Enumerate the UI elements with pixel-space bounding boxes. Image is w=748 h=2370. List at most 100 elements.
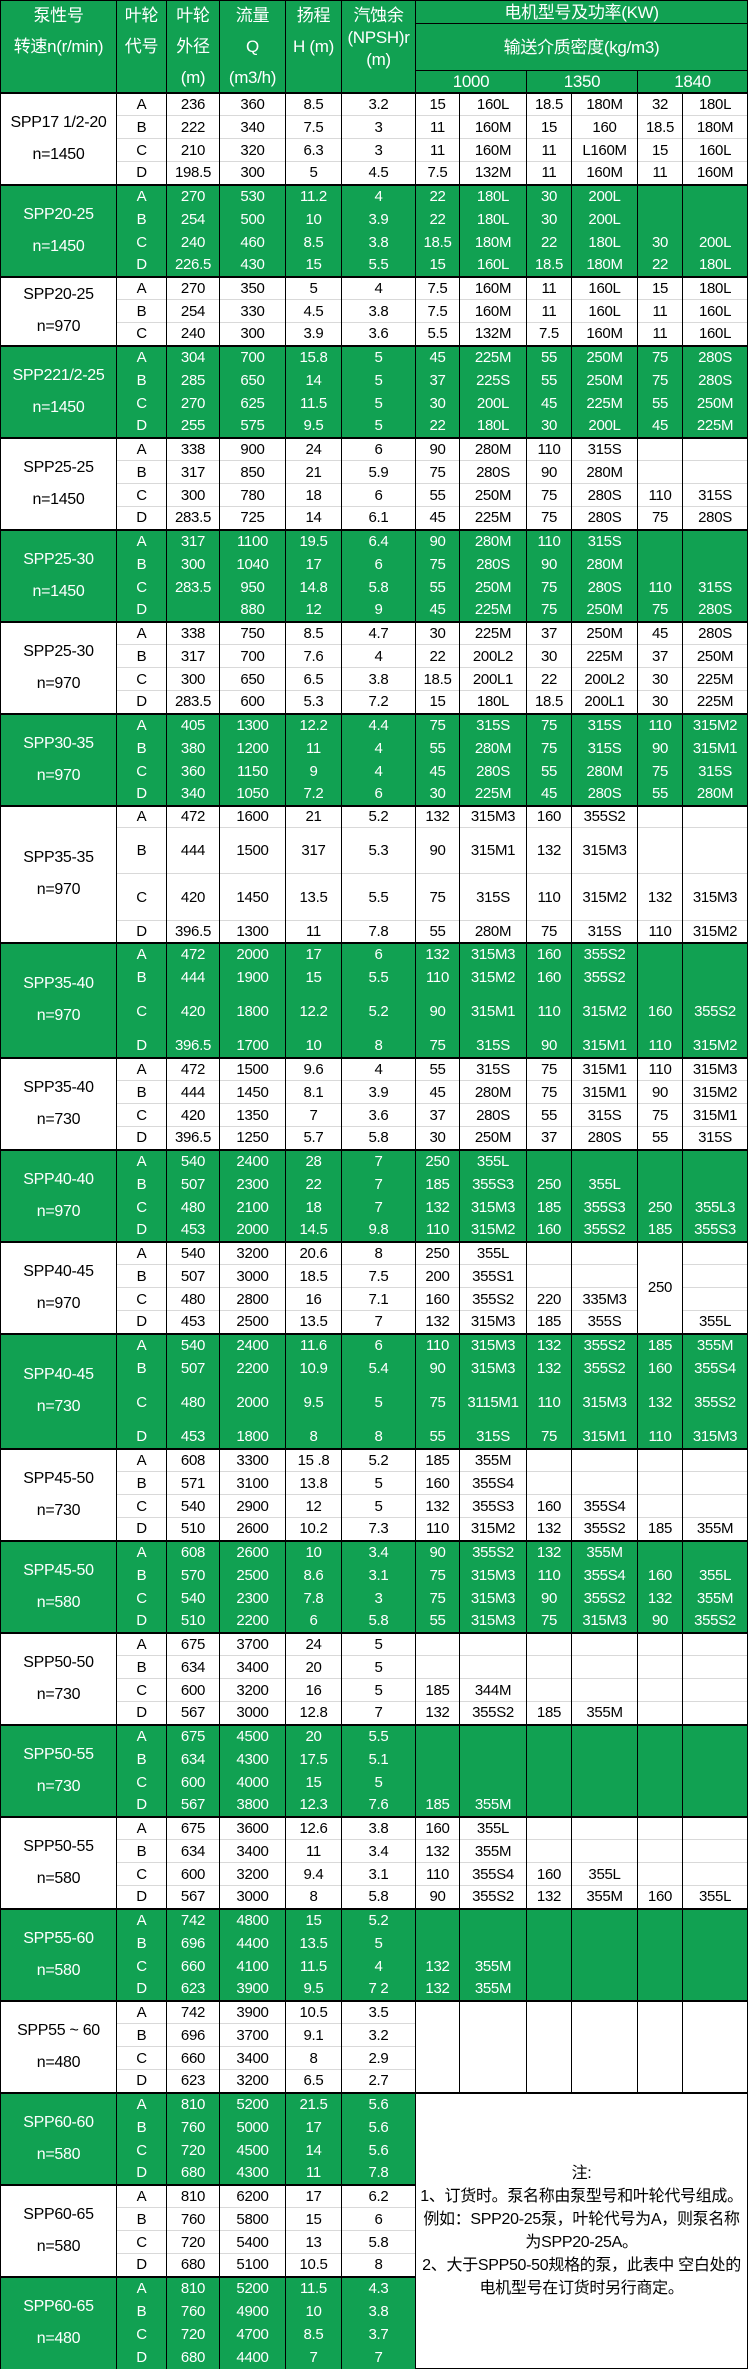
motor-1000-cell: 160M	[459, 115, 527, 139]
impeller-code-cell: B	[116, 1080, 167, 1104]
impeller-code-cell: D	[116, 2069, 167, 2093]
flow-cell: 2000	[219, 1218, 286, 1242]
power-1350-cell: 18.5	[526, 253, 572, 277]
table-row: D 198.5 300 5 4.5 7.5 132M 11 160M 11 160M	[1, 161, 748, 185]
impeller-code-cell: C	[116, 1103, 167, 1127]
table-row: SPP221/2-25 n=1450 A 304 700 15.8 5 45 225M 55 250…	[0, 344, 748, 438]
motor-1350-cell: 315M3	[571, 1379, 638, 1426]
motor-1350-cell: 160L	[571, 275, 638, 300]
power-1000-cell: 37	[415, 1103, 460, 1127]
motor-1000-cell: 315M2	[459, 1218, 527, 1242]
head-cell: 13	[285, 2230, 342, 2254]
power-1000-cell: 55	[415, 1056, 460, 1081]
flow-cell: 5000	[219, 2115, 286, 2139]
table-row: D 283.5 725 14 6.1 45 225M 75 280S 75 280S	[1, 506, 748, 530]
motor-1350-cell: 315M2	[571, 873, 638, 921]
impeller-code-cell: D	[116, 1977, 167, 2001]
impeller-diameter-cell: 444	[166, 827, 220, 874]
impeller-code-cell: C	[116, 391, 167, 415]
power-1000-cell: 75	[415, 1034, 460, 1058]
table-row: C 600 3200 9.4 3.1 110 355S4 160 355L	[1, 1862, 748, 1886]
power-1840-cell	[637, 1954, 683, 1978]
power-1000-cell: 75	[415, 1586, 460, 1610]
power-1000-cell: 55	[415, 483, 460, 507]
power-1350-cell: 30	[526, 414, 572, 438]
motor-1840-cell: 355L	[681, 1885, 748, 1909]
motor-1000-cell: 180M	[459, 230, 527, 254]
head-cell: 8.5	[285, 91, 342, 116]
power-1000-cell: 110	[415, 1862, 460, 1886]
motor-1000-cell: 355S4	[459, 1862, 527, 1886]
power-1840-cell	[637, 1471, 683, 1495]
motor-1840-cell	[681, 436, 748, 461]
impeller-diameter-cell: 675	[166, 1631, 220, 1656]
table-row: D 226.5 430 15 5.5 15 160L 18.5 180M 22 180L	[1, 253, 748, 277]
impeller-code-cell: A	[116, 1148, 167, 1173]
motor-1350-cell: 355L	[571, 1862, 638, 1886]
motor-1350-cell	[571, 1999, 638, 2093]
head-cell: 9.4	[285, 1862, 342, 1886]
table-header: 泵性号 转速n(r/min) 叶轮 代号 叶轮 外径 (m) 流量 Q (m3/h) 扬程 H…	[0, 0, 748, 93]
flow-cell: 5200	[219, 2091, 286, 2116]
npsh-cell: 5.1	[341, 1747, 416, 1771]
motor-1840-cell: 280S	[681, 506, 748, 530]
power-1350-cell: 75	[526, 712, 572, 737]
power-1350-cell	[526, 1148, 572, 1173]
power-1840-cell: 110	[637, 1425, 683, 1449]
impeller-code-cell: A	[116, 1332, 167, 1357]
pump-model-name: SPP60-65	[23, 2298, 94, 2315]
motor-1840-cell: 225M	[681, 414, 748, 438]
pump-model-cell: SPP20-25 n=970	[0, 275, 117, 346]
power-1840-cell	[637, 941, 683, 966]
motor-1000-cell: 3115M1	[459, 1379, 527, 1426]
table-row: C 600 4000 15 5	[1, 1770, 748, 1794]
head-cell: 10	[285, 207, 342, 231]
power-1840-cell	[637, 827, 683, 874]
flow-cell: 2500	[219, 1310, 286, 1334]
flow-cell: 2000	[219, 941, 286, 966]
npsh-cell: 5.8	[341, 1885, 416, 1909]
motor-1350-cell: 200L	[571, 207, 638, 231]
npsh-cell: 5	[341, 1931, 416, 1955]
impeller-diameter-cell: 510	[166, 1517, 220, 1541]
flow-cell: 4300	[219, 1747, 286, 1771]
npsh-cell: 6	[341, 552, 416, 576]
power-1840-cell	[637, 1770, 683, 1794]
motor-1000-cell: 355M	[459, 1793, 527, 1817]
impeller-code-cell: D	[116, 506, 167, 530]
power-1350-cell	[526, 1793, 572, 1817]
head-cell: 7.6	[285, 644, 342, 668]
impeller-diameter-cell: 720	[166, 2230, 220, 2254]
motor-1840-cell: 160M	[681, 161, 748, 185]
table-row: B 634 3400 11 3.4 132 355M	[1, 1839, 748, 1863]
power-1840-cell: 90	[637, 736, 683, 760]
flow-cell: 3200	[219, 2069, 286, 2093]
npsh-cell: 6.1	[341, 506, 416, 530]
motor-1000-cell: 355S1	[459, 1264, 527, 1288]
power-1350-cell: 132	[526, 1539, 572, 1564]
impeller-code-cell: A	[116, 1815, 167, 1840]
flow-cell: 2200	[219, 1609, 286, 1633]
pump-model-name: SPP25-30	[23, 550, 94, 568]
power-1000-cell: 132	[415, 1494, 460, 1518]
impeller-code-cell: B	[116, 965, 167, 989]
pump-speed: n=1450	[32, 398, 85, 416]
impeller-diameter-cell: 255	[166, 414, 220, 438]
power-1840-cell: 75	[637, 368, 683, 392]
motor-1350-cell	[571, 1977, 638, 2001]
head-cell: 12	[285, 598, 342, 622]
impeller-diameter-cell: 567	[166, 1701, 220, 1725]
motor-1840-cell: 250M	[681, 391, 748, 415]
impeller-diameter-cell: 720	[166, 2322, 220, 2346]
head-cell: 7.5	[285, 115, 342, 139]
motor-1000-cell: 344M	[459, 1678, 527, 1702]
power-1350-cell	[526, 1931, 572, 1955]
motor-1000-cell	[459, 1747, 527, 1771]
impeller-diameter-cell: 453	[166, 1218, 220, 1242]
motor-1350-cell: 200L	[571, 183, 638, 208]
table-row: SPP17 1/2-20 n=1450 A 236 360 8.5 3.2 15 160L 18.…	[0, 91, 748, 185]
impeller-diameter-cell: 810	[166, 2275, 220, 2300]
table-row: B 696 4400 13.5 5	[1, 1931, 748, 1955]
power-1000-cell: 55	[415, 575, 460, 599]
table-row: B 634 4300 17.5 5.1	[1, 1747, 748, 1771]
